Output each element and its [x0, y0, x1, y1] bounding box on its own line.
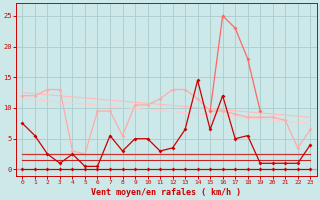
X-axis label: Vent moyen/en rafales ( km/h ): Vent moyen/en rafales ( km/h ): [91, 188, 241, 197]
